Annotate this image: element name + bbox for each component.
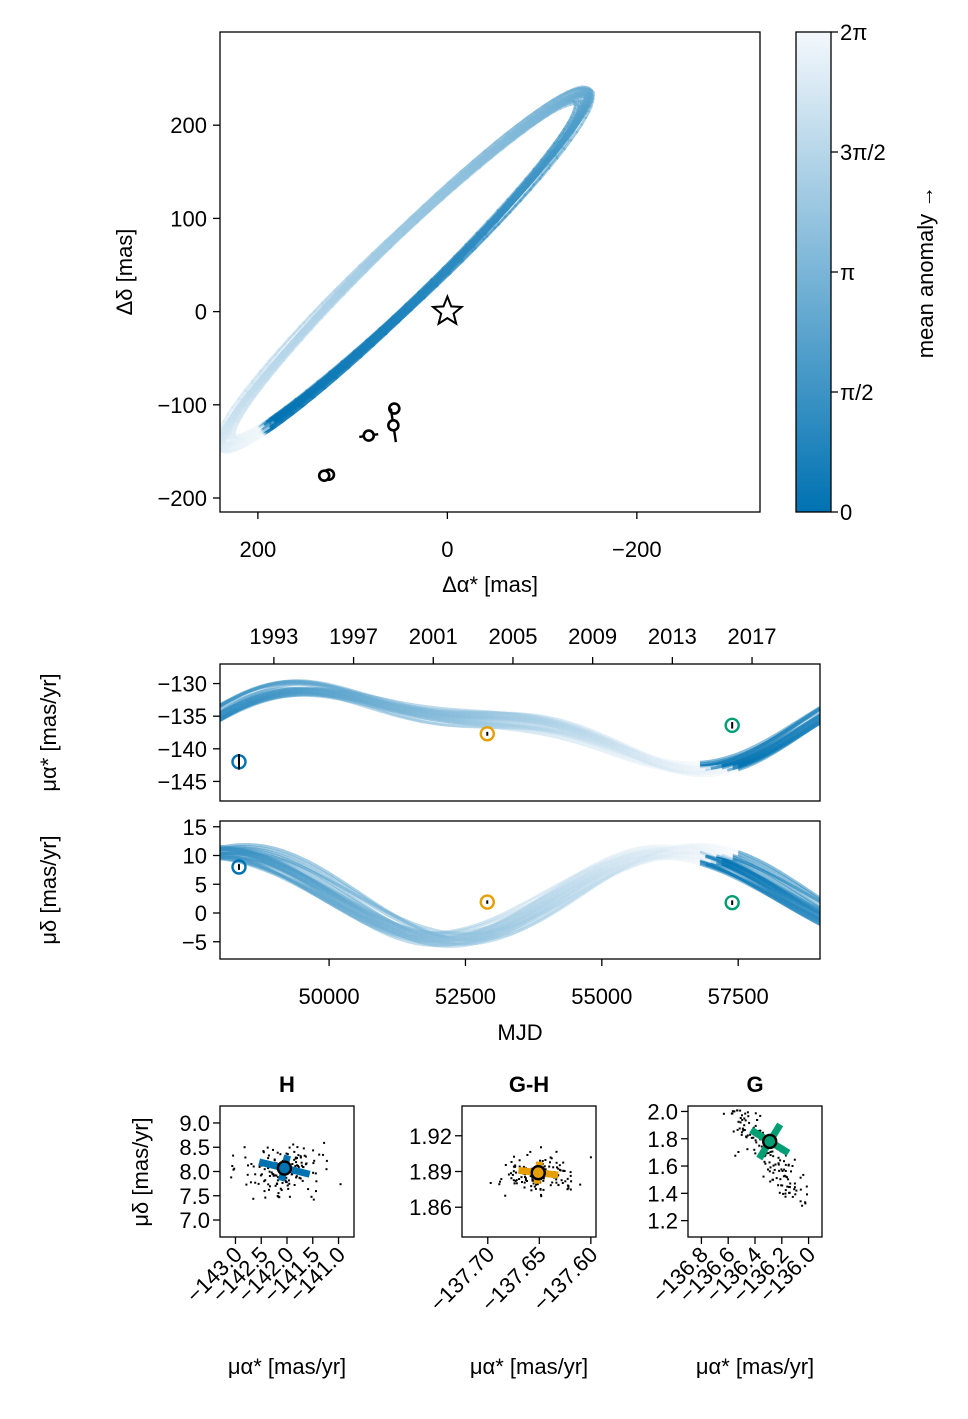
orbit-segment [589, 90, 590, 92]
orbit-curve-segment [536, 733, 541, 734]
colorbar-tick-label: 3π/2 [840, 140, 886, 165]
orbit-curve-segment [569, 740, 574, 742]
orbit-segment [217, 437, 219, 442]
colorbar-tick-label: π/2 [840, 380, 874, 405]
orbit-segment [218, 442, 219, 446]
mean-anomaly-colorbar: 0 π/2 π 3π/2 2π mean anomaly → [796, 20, 938, 525]
orbit-segment [217, 433, 219, 438]
orbit-curve-segment [547, 735, 552, 736]
orbit-segment [224, 430, 226, 435]
orbit-segment [579, 103, 580, 107]
orbit-curve-segment [558, 738, 563, 739]
orbit-curve-segment [586, 731, 591, 733]
orbit-curve-segment [269, 697, 274, 699]
orbit-segment [583, 104, 585, 109]
orbit-segment [581, 98, 582, 101]
orbit-segment [224, 435, 225, 439]
orbit-segment [226, 446, 230, 447]
colorbar-tick-label: 2π [840, 20, 867, 45]
orbit-segment [216, 437, 217, 441]
orbit-segment [230, 433, 231, 437]
orbit-segment [236, 438, 238, 439]
orbit-segment [216, 441, 217, 445]
orbit-segment [218, 443, 219, 445]
orbit-segment [581, 94, 585, 95]
orbit-segment [221, 434, 223, 439]
orbit-curve-segment [531, 732, 537, 733]
orbit-segment [230, 439, 231, 441]
orbit-segment [217, 442, 218, 446]
x-tick-label: −200 [612, 537, 662, 562]
orbit-curve-segment [515, 730, 521, 731]
orbit-segment [228, 435, 229, 439]
observation-point [364, 431, 374, 441]
x-axis-label: Δα* [mas] [442, 572, 538, 597]
orbit-segment [234, 431, 235, 435]
orbit-segment [217, 448, 219, 449]
orbit-segment [578, 99, 579, 101]
orbit-curve-segment [275, 696, 281, 697]
sky-orbit-panel: 200 0 −200 200 100 0 −100 −200 Δα* [mas] Δδ [mas] [112, 32, 760, 597]
orbit-segment [577, 106, 579, 111]
orbit-curve-segment [564, 739, 570, 740]
orbit-curve-segment [591, 747, 597, 749]
orbit-curve-segment [596, 749, 601, 751]
orbit-curve-segment [291, 694, 297, 695]
y-tick-label: 100 [170, 206, 207, 231]
orbit-segment [573, 108, 575, 113]
orbit-curve-segment [416, 707, 421, 708]
y-tick-label: −100 [157, 393, 207, 418]
orbit-segment [589, 97, 590, 101]
orbit-curve-segment [586, 745, 591, 747]
orbit-segment [225, 442, 227, 443]
orbit-segment [231, 429, 233, 434]
orbit-curve-segment [520, 723, 526, 724]
colorbar-tick-label: π [840, 260, 855, 285]
host-star-icon [433, 297, 462, 324]
orbit-segment [216, 447, 217, 449]
colorbar-label: mean anomaly → [913, 186, 938, 358]
y-axis-label: Δδ [mas] [112, 229, 137, 316]
orbit-curve-segment [520, 731, 526, 732]
orbit-segment [585, 101, 586, 105]
orbit-curve-segment [542, 734, 548, 735]
orbit-segment [229, 442, 233, 443]
orbit-curve-segment [526, 723, 531, 724]
observation-point [388, 420, 398, 430]
y-tick-label: 0 [195, 300, 207, 325]
orbit-segment [236, 435, 240, 436]
orbit-curve-segment [515, 722, 521, 723]
observation-point [319, 471, 329, 481]
orbit-segment [235, 427, 237, 432]
orbit-segment [217, 448, 218, 450]
orbit-curve-segment [575, 742, 581, 744]
orbit-curve-segment [553, 736, 559, 737]
x-tick-label: 200 [240, 537, 277, 562]
orbit-segment [581, 89, 585, 90]
orbit-segment [575, 105, 576, 109]
orbit-curve-segment [466, 721, 471, 722]
orbit-segment [217, 444, 219, 446]
orbit-segment [576, 96, 580, 97]
y-tick-label: 200 [170, 113, 207, 138]
x-tick-label: 0 [441, 537, 453, 562]
orbit-segment [228, 439, 229, 442]
orbit-segment [216, 441, 217, 444]
orbit-curve-segment [286, 694, 291, 695]
orbit-segment [235, 437, 236, 439]
orbit-curve-segment [580, 744, 586, 746]
orbit-curve-segment [526, 731, 531, 732]
orbit-curve-segment [422, 709, 428, 710]
orbit-curve-segment [280, 695, 286, 696]
y-tick-label: −200 [157, 486, 207, 511]
orbit-segment [581, 100, 582, 104]
orbit-segment [218, 437, 219, 441]
orbit-segment [224, 441, 225, 443]
colorbar-tick-label: 0 [840, 500, 852, 525]
orbit-segment [587, 100, 589, 105]
